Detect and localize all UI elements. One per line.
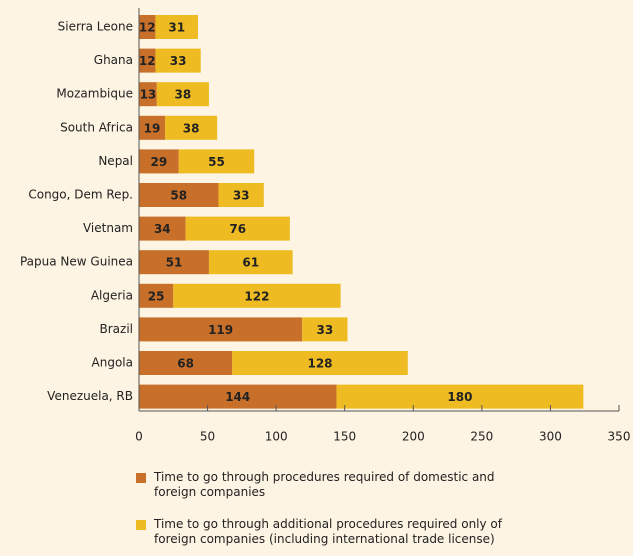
- bar: [139, 317, 303, 342]
- data-label: 76: [229, 222, 246, 236]
- y-tick-label: Brazil: [100, 322, 134, 336]
- bar: [155, 48, 201, 73]
- bar: [139, 351, 233, 375]
- data-label: 33: [316, 323, 333, 337]
- bar: [302, 317, 348, 342]
- data-label: 38: [175, 88, 192, 102]
- x-tick-label: 100: [265, 430, 288, 444]
- plot: Sierra Leone 12 31 Ghana 12 33 Mozambique 13 38 S…: [20, 8, 631, 444]
- data-label: 55: [208, 155, 225, 169]
- data-label: 34: [154, 222, 171, 236]
- legend-label: Time to go through procedures required o…: [154, 470, 495, 499]
- y-tick-label: South Africa: [60, 120, 133, 134]
- data-label: 122: [244, 289, 269, 303]
- data-label: 25: [148, 289, 165, 303]
- bar: [336, 384, 584, 409]
- bar: [218, 183, 264, 207]
- y-tick-label: Nepal: [98, 154, 133, 168]
- bar: [139, 250, 209, 275]
- data-label: 12: [139, 54, 156, 68]
- data-label: 68: [177, 357, 194, 371]
- data-label: 119: [208, 323, 233, 337]
- legend-swatch: [136, 520, 146, 530]
- y-tick-label: Mozambique: [56, 87, 133, 101]
- bar: [139, 283, 174, 308]
- bar: [139, 15, 156, 39]
- data-label: 51: [166, 256, 183, 270]
- bar: [208, 250, 293, 275]
- y-tick-label: Angola: [92, 356, 133, 370]
- x-tick-label: 150: [333, 430, 356, 444]
- y-tick-label: Congo, Dem Rep.: [28, 188, 133, 202]
- x-tick-label: 300: [539, 430, 562, 444]
- data-label: 144: [225, 390, 250, 404]
- bar: [139, 48, 156, 73]
- bar: [232, 351, 408, 375]
- bar: [139, 82, 157, 107]
- data-label: 29: [151, 155, 168, 169]
- y-tick-label: Algeria: [91, 288, 133, 302]
- data-label: 19: [144, 121, 161, 135]
- x-tick-label: 250: [470, 430, 493, 444]
- data-label: 33: [233, 189, 250, 203]
- data-label: 61: [242, 256, 259, 270]
- data-label: 12: [139, 21, 156, 35]
- data-label: 58: [170, 189, 187, 203]
- bar: [173, 283, 341, 308]
- y-tick-label: Vietnam: [83, 221, 133, 235]
- legend-label: Time to go through additional procedures…: [154, 517, 502, 546]
- bar: [139, 115, 166, 140]
- data-label: 33: [170, 54, 187, 68]
- data-label: 38: [183, 121, 200, 135]
- data-label: 13: [140, 88, 157, 102]
- y-tick-label: Papua New Guinea: [20, 255, 133, 269]
- y-tick-label: Venezuela, RB: [47, 389, 133, 403]
- data-label: 180: [447, 390, 472, 404]
- bar: [155, 15, 198, 39]
- x-tick-label: 0: [135, 430, 143, 444]
- bar: [185, 216, 290, 241]
- data-label: 31: [168, 21, 185, 35]
- x-tick-label: 200: [402, 430, 425, 444]
- bar: [139, 183, 219, 207]
- bar: [156, 82, 209, 107]
- x-tick-label: 350: [608, 430, 631, 444]
- data-label: 128: [307, 357, 332, 371]
- bar: [139, 149, 179, 174]
- bar: [139, 384, 337, 409]
- bar: [165, 115, 218, 140]
- bar: [178, 149, 255, 174]
- legend-swatch: [136, 473, 146, 483]
- y-tick-label: Ghana: [94, 53, 133, 67]
- bar: [139, 216, 186, 241]
- y-tick-label: Sierra Leone: [58, 20, 133, 34]
- x-tick-label: 50: [200, 430, 215, 444]
